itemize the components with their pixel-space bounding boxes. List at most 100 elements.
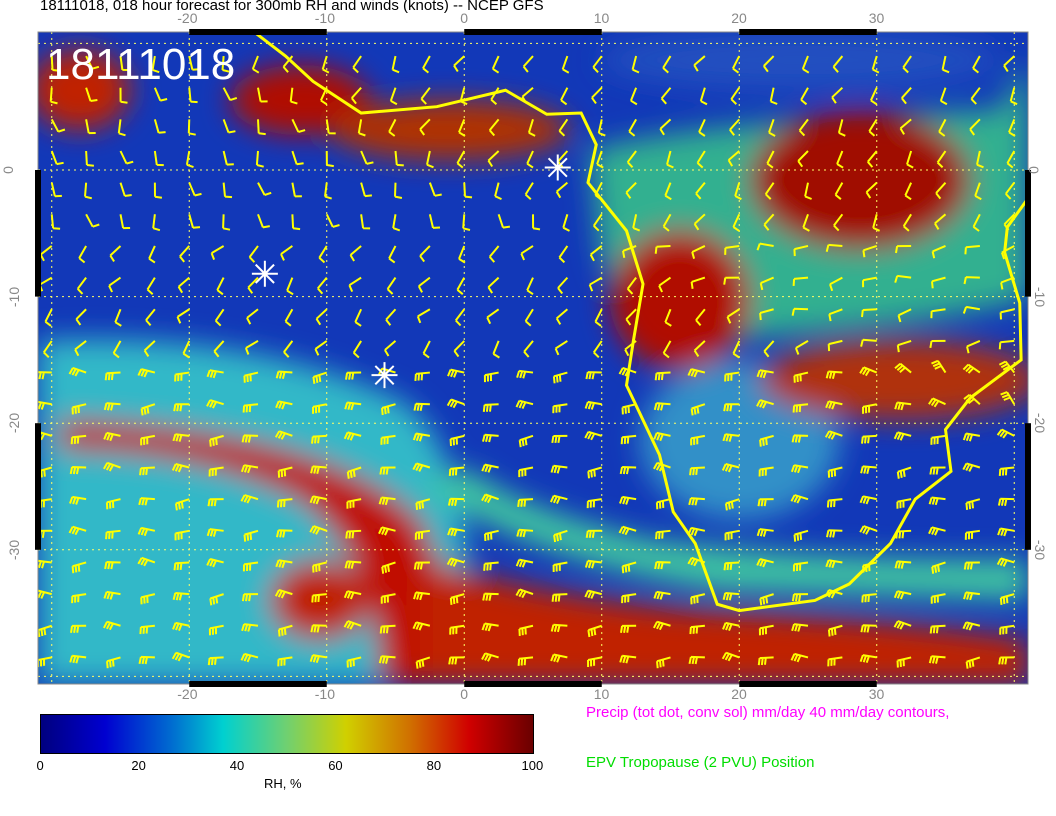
- lat-tick-left: 0: [0, 166, 16, 174]
- wind-barb: [584, 430, 603, 441]
- lon-tick-bottom: -10: [314, 686, 335, 702]
- wind-barb: [188, 55, 200, 71]
- wind-barb: [312, 371, 328, 384]
- wind-barb: [458, 118, 466, 137]
- wind-barb: [526, 277, 534, 296]
- wind-barb: [310, 465, 327, 474]
- wind-barb: [275, 370, 293, 379]
- wind-barb: [763, 213, 775, 231]
- wind-barb: [550, 623, 568, 633]
- wind-barb: [688, 655, 705, 665]
- wind-barb: [999, 308, 1015, 320]
- wind-barb: [283, 340, 294, 358]
- wind-barb: [385, 308, 397, 326]
- wind-barb: [974, 182, 982, 201]
- wind-barb: [928, 496, 946, 506]
- wind-barb: [901, 87, 912, 105]
- wind-barb: [50, 118, 66, 133]
- wind-barb: [963, 561, 980, 570]
- wind-barb: [656, 656, 671, 669]
- wind-barb: [867, 150, 878, 168]
- wind-barb: [928, 526, 946, 536]
- wind-barb: [997, 527, 1015, 537]
- wind-barb: [119, 182, 132, 197]
- wind-barb: [69, 466, 87, 475]
- wind-barb: [722, 592, 740, 601]
- wind-barb: [379, 466, 396, 475]
- wind-barb: [687, 368, 706, 378]
- wind-barb: [171, 463, 190, 473]
- wind-barb: [388, 245, 397, 264]
- wind-barb: [587, 624, 603, 638]
- wind-barb: [723, 276, 740, 285]
- lon-tick-top: 30: [868, 10, 885, 26]
- wind-barb: [139, 624, 155, 635]
- wind-barb: [723, 561, 740, 571]
- wind-barb: [386, 277, 397, 295]
- wind-barb: [693, 55, 706, 72]
- wind-barb: [928, 397, 946, 408]
- wind-barb: [38, 430, 53, 441]
- wind-barb: [117, 119, 126, 137]
- wind-barb: [277, 466, 293, 478]
- wind-barb: [592, 213, 603, 232]
- wind-barb: [622, 245, 637, 258]
- wind-barb: [763, 340, 775, 358]
- wind-barb: [391, 55, 400, 74]
- wind-barb: [257, 213, 270, 229]
- wind-barb: [930, 308, 946, 319]
- wind-barb: [827, 339, 843, 352]
- wind-barb: [78, 245, 87, 264]
- wind-barb: [484, 529, 499, 542]
- wind-barb: [558, 118, 569, 137]
- wind-barb: [558, 245, 569, 264]
- wind-barb: [584, 589, 603, 599]
- wind-barb: [243, 529, 259, 542]
- wind-barb: [828, 308, 843, 322]
- wind-barb: [758, 466, 774, 477]
- wind-barb: [50, 214, 61, 230]
- wind-barb: [690, 276, 706, 289]
- wind-barb: [896, 339, 912, 353]
- wind-barb: [206, 399, 224, 409]
- wind-barb: [153, 87, 168, 102]
- wind-barb: [894, 401, 912, 411]
- wind-barb: [825, 370, 843, 379]
- wind-barb: [792, 276, 809, 286]
- wind-barb: [222, 150, 234, 166]
- wind-barb: [999, 624, 1015, 635]
- wind-barb: [762, 55, 775, 73]
- wind-barb: [629, 87, 638, 106]
- wind-barb: [730, 87, 741, 105]
- wind-barb: [210, 245, 225, 260]
- wind-barb: [732, 340, 741, 359]
- wind-barb: [653, 590, 671, 600]
- wind-barb: [172, 621, 190, 631]
- wind-barb: [140, 403, 156, 416]
- wind-barb: [458, 245, 466, 264]
- wind-barb: [860, 624, 877, 633]
- wind-barb: [415, 656, 431, 669]
- wind-barb: [456, 150, 466, 169]
- wind-barb: [515, 588, 534, 599]
- wind-barb: [360, 182, 372, 198]
- wind-barb: [137, 556, 156, 567]
- wind-barb: [587, 656, 602, 668]
- wind-barb: [895, 244, 912, 254]
- wind-barb: [447, 368, 465, 378]
- wind-barb: [240, 464, 259, 474]
- lon-tick-bottom: -20: [177, 686, 198, 702]
- wind-barb: [413, 591, 430, 601]
- wind-barb: [757, 498, 774, 507]
- frame-segment: [464, 681, 602, 687]
- wind-barb: [291, 118, 306, 133]
- wind-barb: [174, 371, 190, 382]
- wind-barb: [619, 654, 637, 664]
- wind-barb: [517, 498, 534, 508]
- lat-tick-right: -30: [1032, 539, 1049, 560]
- wind-barb: [75, 308, 87, 326]
- frame-segment: [1025, 423, 1031, 550]
- wind-barb: [419, 245, 431, 263]
- wind-barb: [931, 245, 946, 259]
